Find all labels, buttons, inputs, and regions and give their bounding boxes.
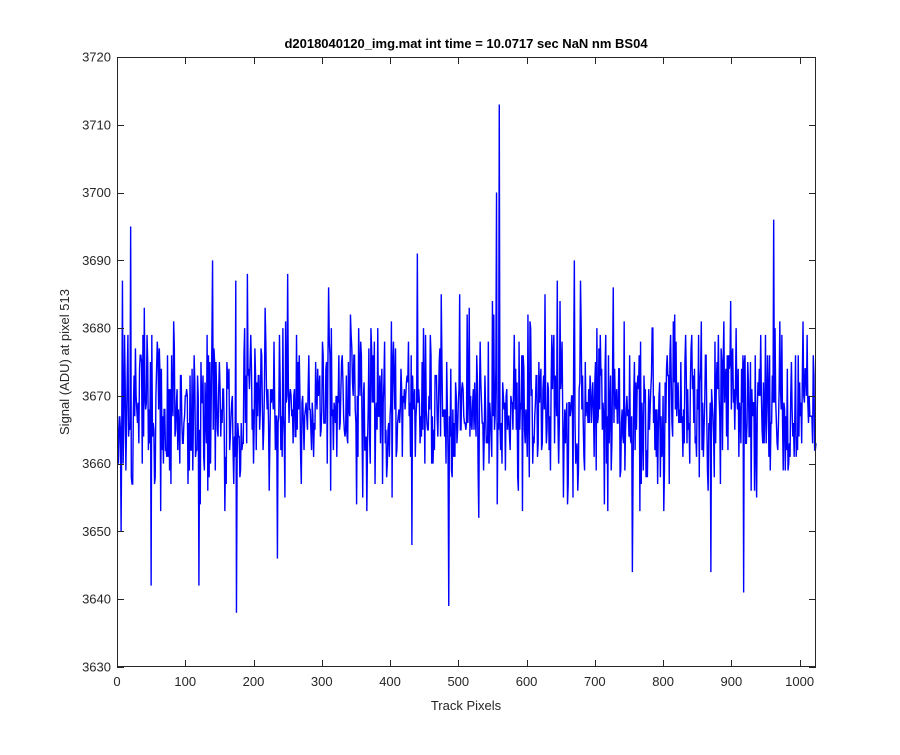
y-tick-label: 3720 <box>82 50 111 65</box>
x-axis-ticks: 0 100 200 300 400 500 600 700 800 900 1000 <box>113 57 814 689</box>
y-axis-label: Signal (ADU) at pixel 513 <box>57 289 72 435</box>
plot-frame <box>117 57 816 667</box>
series-layer <box>116 104 817 613</box>
x-tick-label: 1000 <box>785 674 814 689</box>
x-tick-label: 500 <box>447 674 469 689</box>
chart-title: d2018040120_img.mat int time = 10.0717 s… <box>284 36 648 51</box>
x-tick-label: 300 <box>311 674 333 689</box>
y-tick-label: 3680 <box>82 321 111 336</box>
y-tick-label: 3670 <box>82 388 111 403</box>
signal-line <box>116 104 817 613</box>
y-tick-label: 3640 <box>82 592 111 607</box>
y-tick-label: 3630 <box>82 660 111 675</box>
x-axis-label: Track Pixels <box>431 698 502 713</box>
y-tick-label: 3710 <box>82 117 111 132</box>
y-tick-label: 3700 <box>82 185 111 200</box>
y-tick-label: 3660 <box>82 456 111 471</box>
x-tick-label: 800 <box>652 674 674 689</box>
x-tick-label: 700 <box>584 674 606 689</box>
y-tick-label: 3690 <box>82 253 111 268</box>
y-axis-ticks: 3630 3640 3650 3660 3670 3680 3690 3700 3710 3720 <box>82 50 816 675</box>
x-tick-label: 0 <box>113 674 120 689</box>
x-tick-label: 100 <box>174 674 196 689</box>
y-tick-label: 3650 <box>82 524 111 539</box>
x-tick-label: 400 <box>379 674 401 689</box>
x-tick-label: 600 <box>516 674 538 689</box>
x-tick-label: 200 <box>243 674 265 689</box>
x-tick-label: 900 <box>721 674 743 689</box>
